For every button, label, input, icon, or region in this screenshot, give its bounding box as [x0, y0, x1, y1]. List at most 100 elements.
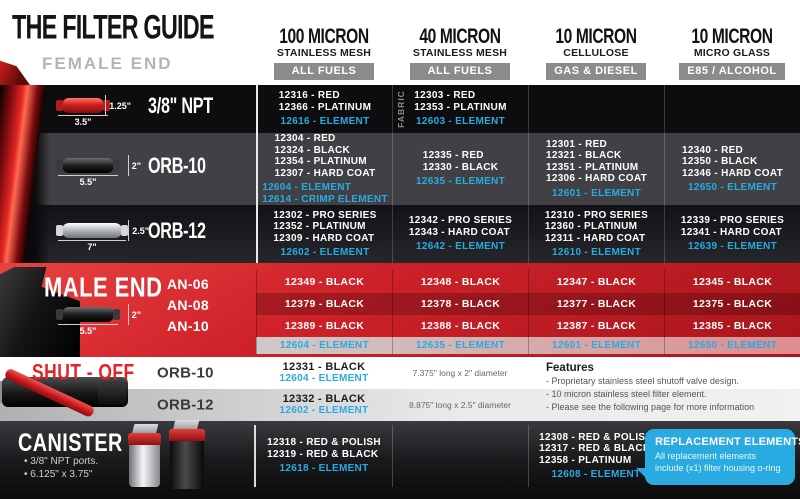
filter-cell: 12318 - RED & POLISH 12319 - RED & BLACK … [256, 423, 392, 489]
part-number: 12309 - HARD COAT [273, 232, 375, 244]
shut-off-section: SHUT - OFF ORB-10 12331 - BLACK 12604 - … [0, 357, 800, 421]
column-header-100-micron: 100 MICRON STAINLESS MESH ALL FUELS [256, 25, 392, 80]
fuel-badge: ALL FUELS [274, 63, 374, 80]
column-divider [528, 425, 529, 487]
length-dimension: 3.5" [58, 115, 108, 127]
column-divider [392, 425, 393, 487]
filter-cell: 12348 - BLACK [392, 270, 528, 293]
part-number: 12353 - PLATINUM [414, 101, 507, 113]
filter-cell: 12347 - BLACK [528, 270, 664, 293]
element-cell: 12650 - ELEMENT [664, 337, 800, 354]
part-number: 12307 - HARD COAT [274, 167, 376, 179]
spec-bullet: 6.125" x 3.75" [24, 468, 98, 481]
filter-cell: 12332 - BLACK 12602 - ELEMENT [256, 389, 392, 421]
red-filter-photo-top [0, 60, 30, 85]
element-part-number: 12604 - ELEMENT [262, 182, 352, 193]
part-number: 12335 - RED [422, 150, 484, 162]
table-row-shutoff-orb10: ORB-10 12331 - BLACK 12604 - ELEMENT 7.3… [0, 357, 800, 389]
element-part-number: 12604 - ELEMENT [279, 373, 369, 384]
part-number: 12332 - BLACK [282, 393, 366, 405]
filter-cell: 12389 - BLACK [256, 315, 392, 337]
filter-cell: 12304 - RED 12324 - BLACK 12354 - PLATINUM… [256, 133, 392, 205]
features-block: Features - Proprietary stainless steel s… [546, 362, 798, 414]
feature-item: - Please see the following page for more… [546, 402, 755, 412]
part-number: 12339 - PRO SERIES [680, 215, 785, 227]
table-row-npt: 1.25" 3.5" 3/8" NPT 12316 - RED 12366 - P… [0, 85, 800, 133]
filter-cell: 12342 - PRO SERIES 12343 - HARD COAT 1264… [392, 205, 528, 263]
height-dimension: 2" [127, 155, 141, 176]
filter-cell: 12387 - BLACK [528, 315, 664, 337]
fuel-badge: ALL FUELS [410, 63, 510, 80]
element-cell: 12604 - ELEMENT [256, 337, 392, 354]
filter-cell: 12331 - BLACK 12604 - ELEMENT [256, 357, 392, 389]
part-number: 12341 - HARD COAT [680, 226, 782, 238]
element-part-number: 12608 - ELEMENT [551, 469, 641, 480]
part-number: 12318 - RED & POLISH [267, 437, 381, 449]
filter-cell: 12308 - RED & POLISH 12317 - RED & BLACK 1… [528, 423, 664, 489]
part-number: 12311 - HARD COAT [544, 232, 646, 244]
fitting-label: ORB-10 [148, 154, 206, 180]
element-part-number: 12601 - ELEMENT [552, 187, 641, 199]
part-number: 12302 - PRO SERIES [273, 209, 377, 221]
micron-rating: 10 MICRON [555, 25, 637, 49]
column-header-40-micron: 40 MICRON STAINLESS MESH ALL FUELS [392, 25, 528, 80]
part-number: 12350 - BLACK [681, 156, 758, 167]
column-divider [254, 425, 256, 487]
part-number: 12354 - PLATINUM [274, 156, 367, 167]
micron-rating: 40 MICRON [419, 25, 501, 49]
part-number: 12360 - PLATINUM [544, 221, 638, 232]
part-number: 12317 - RED & BLACK [539, 443, 651, 454]
filter-product-image: 1.25" 3.5" [56, 95, 131, 127]
filter-cell: 12375 - BLACK [664, 293, 800, 315]
fuel-badge: E85 / ALCOHOL [679, 63, 785, 80]
fitting-label: AN-10 [167, 318, 209, 334]
table-row-an06: 12349 - BLACK 12348 - BLACK 12347 - BLAC… [256, 270, 800, 293]
filter-product-image: 2" 5.5" [56, 155, 141, 187]
media-type: CELLULOSE [563, 47, 629, 59]
part-number: 12351 - PLATINUM [545, 161, 639, 173]
element-part-number: 12602 - ELEMENT [279, 405, 369, 416]
part-number: 12358 - PLATINUM [539, 454, 632, 466]
filter-cell: 12301 - RED 12321 - BLACK 12351 - PLATINUM… [528, 133, 664, 205]
part-number: 12303 - RED [414, 90, 476, 102]
micron-rating: 100 MICRON [279, 25, 369, 49]
spec-bullet: 3/8" NPT ports. [24, 455, 98, 468]
table-row-orb12: 2.5" 7" ORB-12 12302 - PRO SERIES 12352 -… [0, 205, 800, 263]
table-row-shutoff-orb12: ORB-12 12332 - BLACK 12602 - ELEMENT 8.8… [0, 389, 800, 421]
element-part-number: 12614 - CRIMP ELEMENT [262, 193, 388, 205]
shut-off-heading: SHUT - OFF [32, 361, 135, 386]
filter-cell-empty [664, 85, 800, 133]
part-number: 12366 - PLATINUM [278, 101, 372, 113]
callout-title: REPLACEMENT ELEMENTS [655, 436, 800, 448]
female-end-heading: FEMALE END [42, 54, 173, 73]
table-row-orb10: 2" 5.5" ORB-10 12304 - RED 12324 - BLACK 1… [0, 133, 800, 205]
element-part-number: 12642 - ELEMENT [416, 241, 505, 253]
feature-item: - Proprietary stainless steel shutoff va… [546, 376, 739, 386]
part-number: 12321 - BLACK [545, 150, 622, 162]
fitting-label: ORB-12 [157, 396, 214, 414]
filter-cell: FABRIC 12303 - RED 12353 - PLATINUM 12603… [392, 85, 528, 133]
male-end-section: MALE END AN-06 AN-08 AN-10 2" 5.5" 12349… [0, 263, 800, 357]
filter-cell: 12310 - PRO SERIES 12360 - PLATINUM 12311 … [528, 205, 664, 263]
red-filter-photo [0, 85, 50, 263]
element-part-number: 12635 - ELEMENT [416, 176, 505, 188]
feature-item: - 10 micron stainless steel filter eleme… [546, 389, 707, 399]
filter-cell: 12316 - RED 12366 - PLATINUM 12616 - ELEM… [256, 85, 392, 133]
media-type: STAINLESS MESH [276, 47, 372, 59]
filter-cell: 12345 - BLACK [664, 270, 800, 293]
filter-cell: 12340 - RED 12350 - BLACK 12346 - HARD COA… [664, 133, 800, 205]
row-label-area: 1.25" 3.5" 3/8" NPT [0, 85, 256, 133]
female-end-section: 1.25" 3.5" 3/8" NPT 12316 - RED 12366 - P… [0, 85, 800, 263]
canister-heading: CANISTER [18, 428, 123, 457]
row-label-area: 2.5" 7" ORB-12 [0, 205, 256, 263]
fuel-badge: GAS & DIESEL [546, 63, 646, 80]
length-dimension: 5.5" [58, 324, 118, 336]
part-number: 12319 - RED & BLACK [267, 448, 379, 460]
length-dimension: 5.5" [58, 175, 118, 187]
element-part-number: 12650 - ELEMENT [688, 182, 777, 193]
fitting-label: AN-08 [167, 297, 209, 313]
media-type: STAINLESS MESH [412, 47, 508, 59]
filter-product-image: 2" 5.5" [56, 304, 141, 336]
filter-cell: 12335 - RED 12330 - BLACK 12635 - ELEMENT [392, 133, 528, 205]
filter-cell: 12349 - BLACK [256, 270, 392, 293]
